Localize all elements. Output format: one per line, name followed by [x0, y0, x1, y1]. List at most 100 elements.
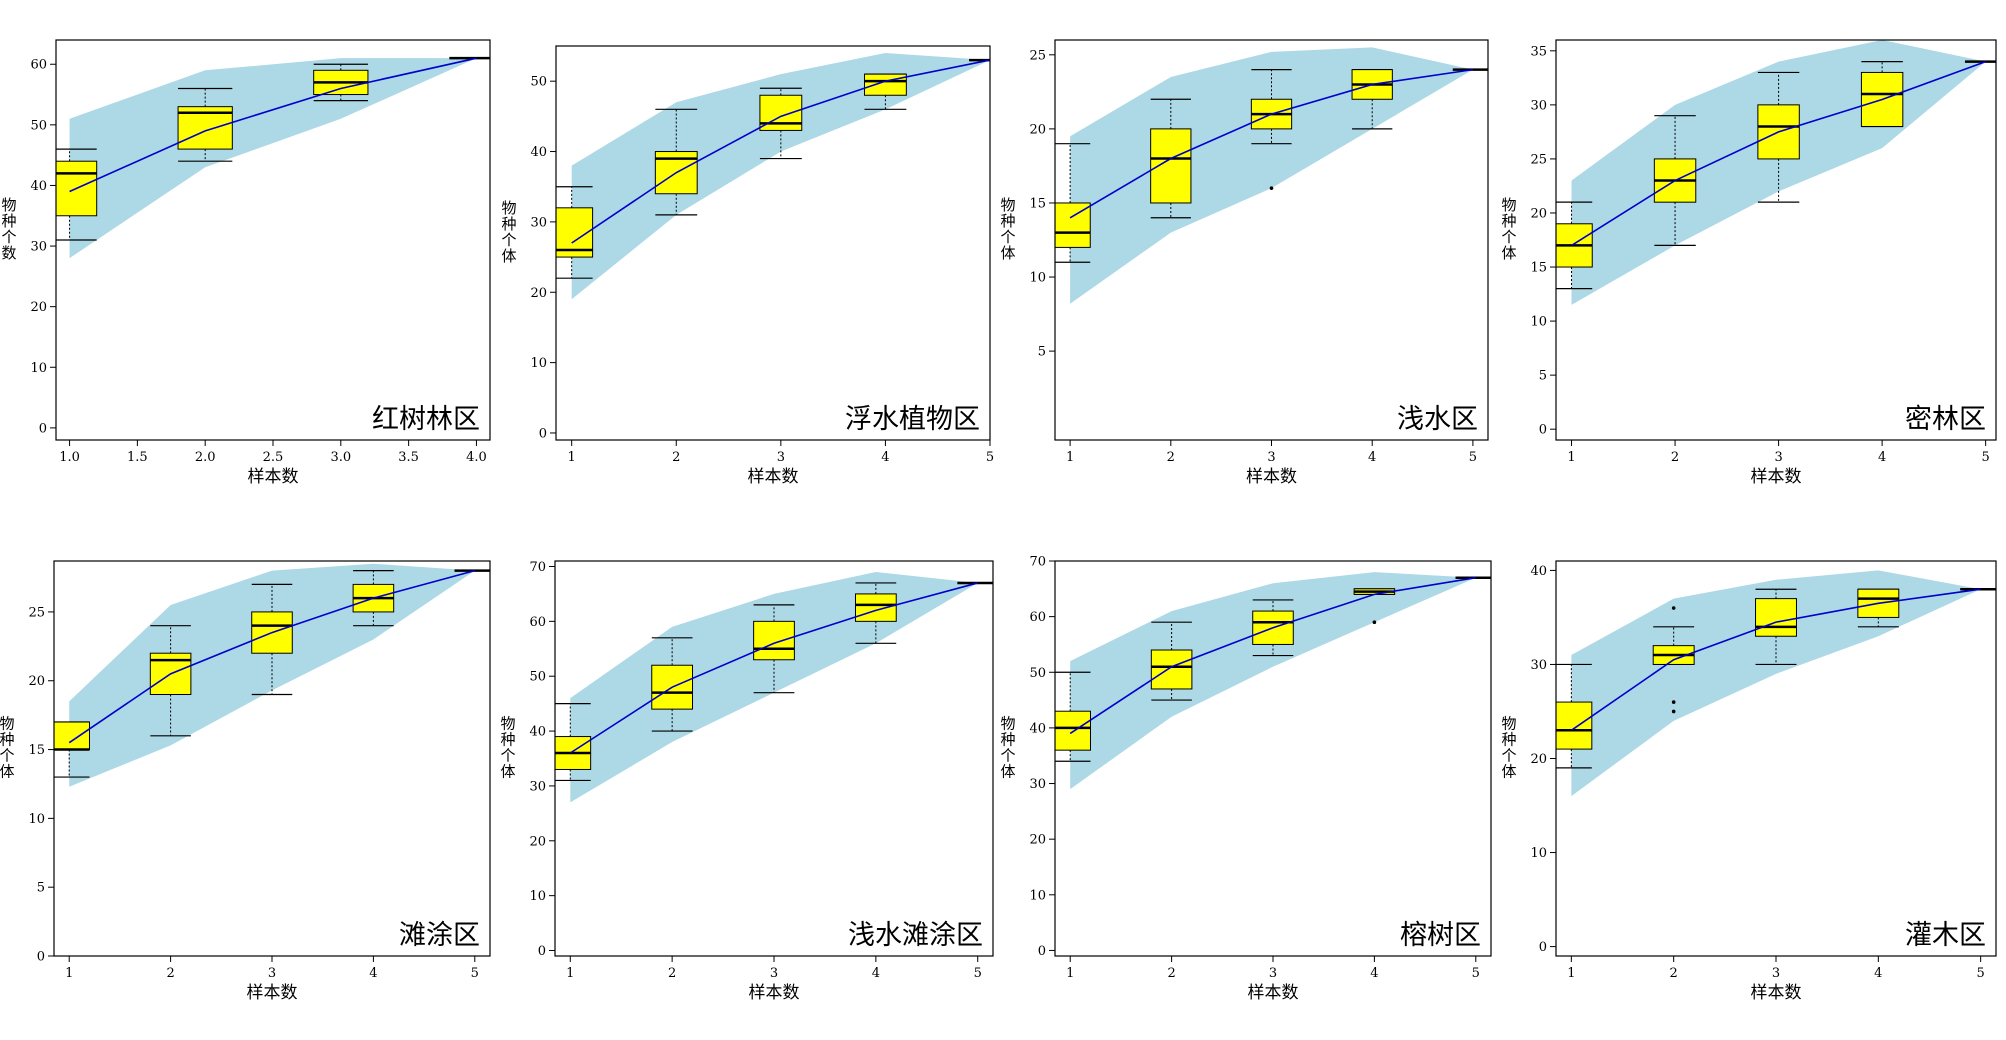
y-tick-label: 20	[1029, 833, 1046, 848]
mean-line	[68, 569, 476, 744]
x-tick-label: 2	[1670, 966, 1678, 981]
panel-title: 滩涂区	[399, 920, 480, 951]
mean-line	[1570, 588, 1981, 731]
x-tick-label: 2	[1167, 966, 1175, 981]
y-tick-label: 50	[30, 118, 47, 133]
y-tick-label: 20	[30, 300, 47, 315]
plot-frame	[1555, 39, 1997, 441]
x-tick-label: 5	[974, 966, 982, 981]
box-group	[1150, 98, 1192, 219]
y-axis-title: 物种个体	[1000, 196, 1015, 262]
y-tick-label: 15	[28, 743, 45, 758]
plot-area	[1556, 40, 1996, 305]
y-axis-title: 物种个体	[1000, 715, 1015, 781]
plot-area	[1055, 47, 1488, 304]
x-tick-label: 3.5	[398, 450, 419, 465]
plot-area	[556, 53, 990, 300]
y-tick-label: 0	[1539, 940, 1547, 955]
x-tick-label: 2	[672, 450, 680, 465]
y-tick-label: 40	[529, 725, 546, 740]
x-tick-label: 5	[1472, 966, 1480, 981]
box-iqr	[1755, 598, 1797, 637]
y-axis-title: 物种个体	[1501, 196, 1516, 262]
y-tick-label: 5	[37, 881, 45, 896]
x-tick-label: 1.0	[59, 450, 80, 465]
x-tick-label: 5	[471, 966, 479, 981]
y-tick-label: 70	[1029, 555, 1046, 570]
x-tick-label: 4	[1878, 450, 1886, 465]
box-iqr	[854, 593, 897, 622]
x-axis-title: 样本数	[1751, 983, 1802, 1003]
box-group	[1055, 143, 1091, 263]
confidence-band	[570, 571, 978, 803]
mean-line	[69, 57, 477, 193]
y-tick-label: 5	[1038, 345, 1046, 360]
x-tick-label: 1	[1567, 450, 1575, 465]
box-iqr	[54, 721, 90, 751]
panel-title: 灌木区	[1905, 920, 1986, 951]
x-tick-label: 3	[1269, 966, 1277, 981]
y-axis-title: 物种个体	[501, 199, 516, 265]
y-tick-label: 10	[1530, 315, 1547, 330]
y-tick-label: 15	[1029, 196, 1046, 211]
panel-title: 浮水植物区	[845, 404, 980, 435]
y-tick-label: 40	[530, 145, 547, 160]
x-tick-label: 3.0	[330, 450, 351, 465]
x-tick-label: 2.0	[195, 450, 216, 465]
confidence-band	[1070, 572, 1476, 790]
box-group	[1150, 621, 1193, 701]
outlier-point	[1671, 700, 1676, 704]
x-tick-label: 4	[1370, 966, 1378, 981]
box-group	[177, 87, 233, 162]
y-tick-label: 40	[1530, 564, 1547, 579]
x-tick-label: 3	[777, 450, 785, 465]
y-tick-label: 25	[28, 605, 45, 620]
box-iqr	[1055, 202, 1091, 248]
y-tick-label: 40	[1029, 721, 1046, 736]
y-axis-title: 物种个体	[1501, 715, 1516, 781]
x-axis-title: 样本数	[748, 467, 799, 487]
x-tick-label: 2	[166, 966, 174, 981]
mean-line	[571, 59, 990, 244]
x-tick-label: 4	[1874, 966, 1882, 981]
x-tick-label: 4	[881, 450, 889, 465]
plot-area	[1055, 572, 1491, 790]
y-axis-title: 物种个体	[0, 715, 15, 781]
plot-area	[56, 56, 490, 259]
y-tick-label: 0	[1038, 944, 1046, 959]
mean-line	[1571, 60, 1986, 247]
box-iqr	[753, 620, 795, 661]
y-tick-label: 20	[529, 834, 546, 849]
y-tick-label: 60	[529, 615, 546, 630]
outlier-point	[1372, 620, 1377, 624]
y-tick-label: 20	[1530, 752, 1547, 767]
box-group	[1556, 663, 1593, 769]
x-tick-label: 1	[65, 966, 73, 981]
box-group	[1755, 588, 1797, 666]
x-tick-label: 3	[1267, 450, 1275, 465]
y-tick-label: 25	[1029, 48, 1046, 63]
y-tick-label: 0	[539, 426, 547, 441]
y-tick-label: 60	[30, 58, 47, 73]
y-tick-label: 0	[1539, 423, 1547, 438]
x-tick-label: 3	[770, 966, 778, 981]
y-tick-label: 0	[39, 421, 47, 436]
panel-title: 浅水滩涂区	[848, 920, 983, 951]
box-iqr	[1556, 701, 1593, 750]
x-tick-label: 4	[369, 966, 377, 981]
box-group	[1055, 671, 1091, 762]
y-tick-label: 20	[530, 286, 547, 301]
x-tick-label: 1	[1567, 966, 1575, 981]
outlier-point	[1671, 709, 1676, 714]
x-tick-label: 1	[1066, 966, 1074, 981]
x-tick-label: 5	[1469, 450, 1477, 465]
box-iqr	[864, 73, 907, 96]
box-iqr	[1150, 649, 1193, 690]
y-tick-label: 10	[1530, 846, 1547, 861]
